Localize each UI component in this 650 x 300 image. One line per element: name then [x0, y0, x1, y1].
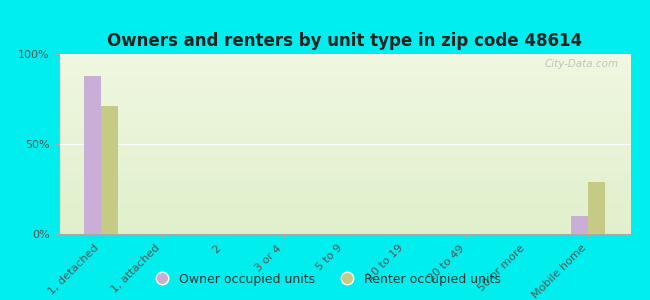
- Legend: Owner occupied units, Renter occupied units: Owner occupied units, Renter occupied un…: [144, 268, 506, 291]
- Bar: [84, 76, 101, 234]
- Bar: [571, 216, 588, 234]
- Title: Owners and renters by unit type in zip code 48614: Owners and renters by unit type in zip c…: [107, 32, 582, 50]
- Bar: [588, 182, 605, 234]
- Bar: [101, 106, 118, 234]
- Text: City-Data.com: City-Data.com: [545, 59, 619, 69]
